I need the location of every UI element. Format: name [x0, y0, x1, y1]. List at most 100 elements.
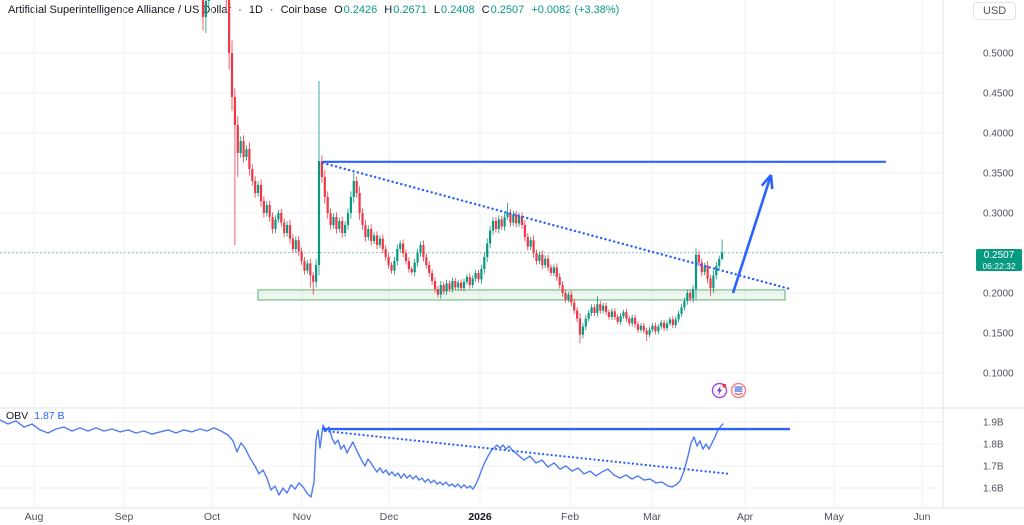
candle-body	[552, 267, 555, 273]
obv-tick-label[interactable]: 1.9B	[983, 418, 1004, 429]
symbol-title[interactable]: Artificial Superintelligence Alliance / …	[8, 4, 232, 16]
lightning-glyph	[716, 385, 723, 396]
candle-body	[570, 294, 573, 303]
candle-body	[381, 238, 384, 249]
candle-body	[344, 225, 347, 233]
candle-body	[593, 307, 596, 313]
candle-body	[483, 257, 486, 269]
candle-body	[367, 229, 370, 237]
time-tick-label[interactable]: 2026	[468, 511, 492, 523]
descending-dotted-trendline[interactable]	[321, 161, 792, 291]
candle-body	[294, 240, 297, 249]
currency-toggle-button[interactable]: USD	[973, 2, 1017, 20]
candle-body	[523, 225, 526, 237]
time-tick-label[interactable]: Nov	[293, 511, 312, 523]
price-tick-label[interactable]: 0.1000	[983, 369, 1014, 380]
candle-body	[303, 261, 306, 271]
candle-body	[535, 253, 538, 261]
candle-body	[506, 213, 509, 217]
obv-series-line	[0, 419, 724, 498]
candle-body	[697, 254, 700, 263]
candle-body	[416, 253, 419, 263]
obv-tick-label[interactable]: 1.8B	[983, 440, 1004, 451]
time-tick-label[interactable]: May	[824, 511, 845, 523]
price-tick-label[interactable]: 0.3500	[983, 169, 1014, 180]
candle-body	[346, 213, 350, 225]
candle-body	[509, 213, 512, 223]
candle-body	[709, 278, 712, 289]
us-flag-event-icon[interactable]	[730, 382, 747, 399]
candle-body	[654, 325, 657, 332]
candle-body	[584, 318, 587, 327]
obv-dotted-trendline[interactable]	[323, 429, 732, 476]
time-tick-label[interactable]: Sep	[115, 511, 134, 523]
candle-body	[309, 263, 312, 276]
candle-body	[532, 240, 535, 253]
candle-body	[680, 307, 683, 314]
time-tick-label[interactable]: Dec	[380, 511, 399, 523]
candle-body	[230, 53, 234, 97]
candle-body	[404, 253, 408, 261]
obv-tick-label[interactable]: 1.7B	[983, 462, 1004, 473]
candle-body	[399, 243, 402, 249]
symbol-legend[interactable]: Artificial Superintelligence Alliance / …	[8, 4, 619, 16]
candle-body	[457, 282, 460, 288]
support-zone-rectangle[interactable]	[257, 289, 786, 301]
candle-body	[558, 277, 561, 285]
price-tick-label[interactable]: 0.2000	[983, 289, 1014, 300]
exchange-label[interactable]: Coinbase	[280, 4, 328, 16]
candle-body	[320, 161, 323, 177]
time-tick-label[interactable]: Jun	[914, 511, 931, 523]
candle-body	[317, 161, 321, 265]
candle-body	[555, 267, 558, 277]
candle-body	[587, 313, 590, 319]
candle-body	[335, 217, 338, 229]
candle-body	[431, 273, 434, 281]
price-tick-label[interactable]: 0.4500	[983, 89, 1014, 100]
candle-body	[378, 238, 381, 245]
up-arrow-barb	[760, 174, 772, 187]
candle-body	[694, 254, 698, 289]
time-tick-label[interactable]: Apr	[737, 511, 754, 523]
candle-body	[323, 177, 326, 197]
candle-body	[605, 305, 608, 313]
candle-body	[581, 326, 584, 335]
obv-indicator-legend[interactable]: OBV 1.87 B	[6, 410, 65, 422]
candle-body	[375, 235, 379, 245]
candle-body	[387, 257, 390, 265]
time-tick-label[interactable]: Feb	[561, 511, 579, 523]
price-tick-label[interactable]: 0.3000	[983, 209, 1014, 220]
candle-body	[422, 245, 425, 257]
candle-body	[636, 324, 640, 330]
candle-body	[628, 318, 631, 324]
time-tick-label[interactable]: Aug	[25, 511, 44, 523]
candle-body	[692, 289, 695, 299]
candle-body	[515, 214, 518, 224]
candle-body	[306, 263, 309, 271]
candle-body	[445, 283, 448, 292]
candle-body	[370, 229, 373, 241]
timeframe-label[interactable]: 1D	[248, 4, 263, 16]
price-tick-label[interactable]: 0.1500	[983, 329, 1014, 340]
candle-body	[201, 0, 205, 17]
obv-label[interactable]: OBV	[6, 410, 29, 422]
time-tick-label[interactable]: Oct	[204, 511, 220, 523]
candle-body	[648, 329, 651, 335]
candle-body	[297, 240, 300, 252]
up-arrow-shaft[interactable]	[731, 174, 773, 294]
candle-body	[341, 221, 344, 233]
ohlc-close: C 0.2507	[481, 4, 525, 16]
price-tick-label[interactable]: 0.5000	[983, 49, 1014, 60]
current-price-value: 0.2507	[983, 250, 1015, 261]
time-tick-label[interactable]: Mar	[643, 511, 662, 523]
candle-body	[564, 293, 567, 300]
candle-body	[668, 319, 671, 324]
candle-body	[677, 313, 680, 320]
candle-body	[373, 235, 376, 241]
lightning-event-icon[interactable]	[711, 382, 728, 399]
obv-tick-label[interactable]: 1.6B	[983, 484, 1004, 495]
candle-body	[715, 265, 718, 276]
candle-body	[619, 316, 622, 322]
price-tick-label[interactable]: 0.4000	[983, 129, 1014, 140]
